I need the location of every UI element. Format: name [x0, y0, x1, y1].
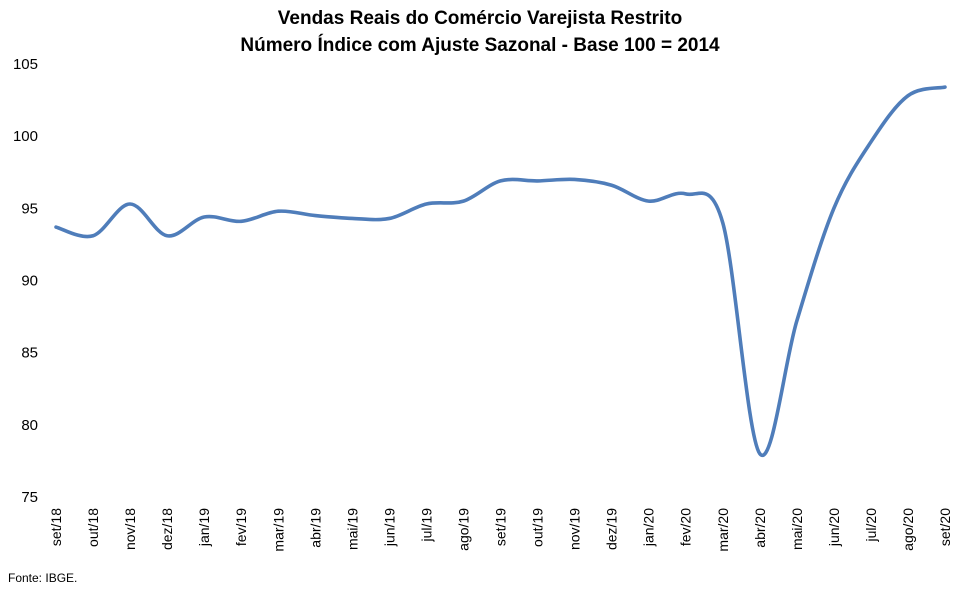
x-axis: set/18 out/18 nov/18 dez/18 jan/19 fev/19 mar/… — [48, 508, 953, 552]
y-tick-label: 90 — [21, 273, 38, 290]
y-tick-label: 95 — [21, 200, 38, 217]
x-tick-label: ago/19 — [455, 508, 471, 551]
x-tick-label: set/20 — [937, 508, 953, 546]
y-tick-label: 75 — [21, 489, 38, 506]
x-tick-label: mar/19 — [270, 508, 286, 552]
series-line — [54, 85, 947, 458]
x-tick-label: jan/19 — [196, 508, 212, 547]
x-tick-label: mai/20 — [789, 508, 805, 550]
x-tick-label: set/18 — [48, 508, 64, 546]
x-tick-label: dez/19 — [604, 508, 620, 550]
x-tick-label: jun/20 — [826, 508, 842, 547]
x-tick-label: ago/20 — [900, 508, 916, 551]
y-tick-label: 85 — [21, 345, 38, 362]
series-layer — [54, 85, 947, 458]
x-tick-label: fev/20 — [678, 508, 694, 546]
y-tick-label: 105 — [13, 56, 38, 73]
y-tick-label: 100 — [13, 128, 38, 145]
x-tick-label: abr/20 — [752, 508, 768, 548]
chart-title: Vendas Reais do Comércio Varejista Restr… — [277, 8, 683, 29]
x-tick-label: abr/19 — [307, 508, 323, 548]
x-tick-label: dez/18 — [159, 508, 175, 550]
x-tick-label: fev/19 — [233, 508, 249, 546]
x-tick-label: jul/19 — [418, 508, 434, 543]
y-axis: 75 80 85 90 95 100 105 — [13, 56, 38, 506]
x-tick-label: mai/19 — [344, 508, 360, 550]
x-tick-label: mar/20 — [715, 508, 731, 552]
source-note: Fonte: IBGE. — [8, 571, 78, 585]
x-tick-label: jul/20 — [863, 508, 879, 543]
x-tick-label: nov/18 — [122, 508, 138, 550]
x-tick-label: set/19 — [493, 508, 509, 546]
x-tick-label: nov/19 — [567, 508, 583, 550]
x-tick-label: out/18 — [85, 508, 101, 547]
x-tick-label: out/19 — [530, 508, 546, 547]
x-tick-label: jun/19 — [381, 508, 397, 547]
chart-subtitle: Número Índice com Ajuste Sazonal - Base … — [240, 35, 720, 56]
y-tick-label: 80 — [21, 417, 38, 434]
x-tick-label: jan/20 — [641, 508, 657, 547]
